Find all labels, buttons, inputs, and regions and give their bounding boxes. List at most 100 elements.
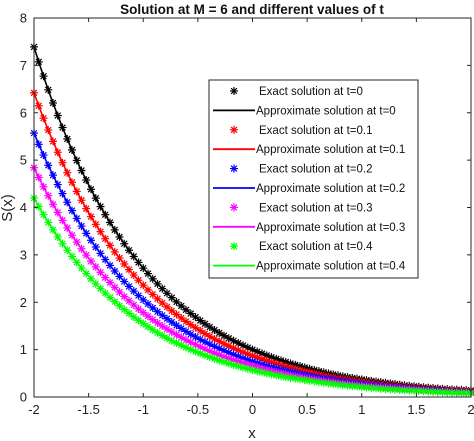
legend-entry: Approximate solution at t=0.3 [213,222,405,234]
legend-label: Exact solution at t=0.1 [259,125,372,137]
exact-marker [291,374,300,383]
exact-marker [77,244,86,253]
exact-marker [44,218,53,227]
exact-marker [253,367,262,376]
exact-marker [125,246,133,255]
exact-marker [167,318,176,327]
exact-marker [177,333,186,342]
exact-marker [120,277,129,286]
exact-marker [258,368,266,377]
exact-marker [77,196,86,205]
exact-marker [101,234,110,243]
exact-marker [300,376,309,385]
exact-marker [177,324,186,333]
legend-star-icon [230,203,238,212]
exact-marker [49,98,57,107]
series-t-0.4 [30,194,474,398]
exact-marker [53,180,62,189]
exact-marker [58,158,67,167]
legend-entry: Approximate solution at t=0.1 [213,144,405,156]
exact-marker [452,388,461,397]
exact-marker [106,261,114,270]
exact-marker [58,123,67,132]
legend-label: Approximate solution at t=0.2 [256,183,405,195]
exact-marker [182,305,190,314]
legend-star-icon [230,87,238,95]
exact-marker [68,231,76,240]
exact-marker [39,114,48,123]
exact-marker [177,301,186,310]
exact-marker [58,216,67,225]
legend: Exact solution at t=0 Approximate solutio… [208,79,419,279]
exact-marker [210,354,219,363]
exact-marker [115,288,124,297]
legend-star-icon [230,125,238,134]
exact-marker [134,304,143,313]
exact-marker [68,178,76,187]
exact-marker [129,271,138,280]
exact-marker [87,212,95,221]
exact-marker [96,227,105,236]
exact-marker [63,246,72,255]
exact-marker [172,310,181,319]
exact-marker [82,204,91,213]
exact-marker [53,232,62,241]
exact-marker [120,259,129,268]
exact-marker [158,322,167,331]
exact-marker [186,330,195,339]
exact-marker [201,319,209,328]
exact-marker [205,323,214,332]
exact-marker [63,134,72,143]
exact-marker [177,314,186,323]
exact-marker [262,369,271,378]
legend-entry: Exact solution at t=0.1 [230,125,372,137]
exact-marker [77,264,86,273]
exact-marker [134,258,143,267]
exact-marker [34,57,43,66]
exact-marker [82,176,91,185]
exact-marker [87,274,95,283]
x-tick-label: 2 [467,402,474,417]
exact-marker [191,332,200,341]
x-tick-label: 0.5 [298,402,316,417]
exact-marker [77,222,86,231]
y-tick-label: 3 [20,247,27,262]
exact-marker [53,148,62,157]
exact-marker [77,166,86,175]
exact-marker [34,173,43,182]
exact-marker [110,247,119,256]
exact-marker [82,269,91,278]
exact-marker [148,303,157,312]
legend-entry: Exact solution at t=0.3 [230,202,372,214]
exact-marker [148,315,157,324]
exact-marker [39,210,48,219]
exact-marker [196,316,205,325]
legend-label: Exact solution at t=0.2 [259,164,372,176]
exact-marker [243,364,252,373]
y-tick-label: 0 [20,390,27,405]
y-axis-label: S(x) [0,194,16,222]
exact-marker [39,72,48,81]
chart-title: Solution at M = 6 and different values o… [120,2,384,17]
exact-marker [115,232,124,241]
exact-marker [106,241,114,250]
exact-marker [167,327,176,336]
exact-marker [139,308,148,317]
exact-marker [72,258,81,267]
legend-label: Exact solution at t=0 [259,86,363,98]
exact-marker [234,362,243,371]
exact-marker [144,285,152,294]
x-tick-label: 1 [358,402,365,417]
exact-marker [91,262,100,271]
exact-marker [72,187,81,196]
exact-marker [115,254,124,263]
exact-marker [44,191,53,200]
exact-marker [186,320,195,329]
exact-marker [34,202,43,211]
exact-marker [129,312,138,321]
legend-label: Approximate solution at t=0 [256,105,396,117]
exact-marker [120,305,129,314]
exact-marker [144,322,152,331]
legend-entry: Exact solution at t=0.4 [230,241,373,253]
exact-marker [110,267,119,276]
